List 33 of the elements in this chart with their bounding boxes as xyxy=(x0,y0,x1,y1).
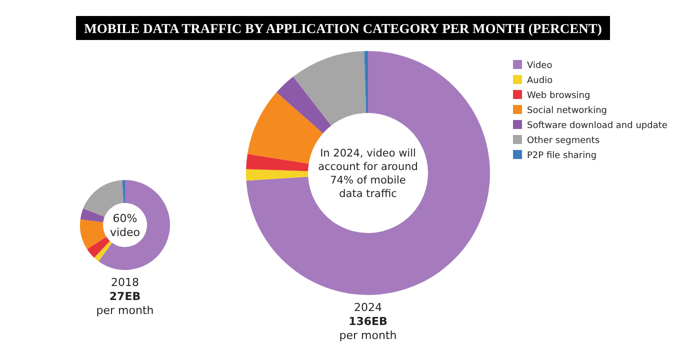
text: per month xyxy=(96,304,154,317)
legend-label: Web browsing xyxy=(527,91,590,101)
donut-slice xyxy=(248,92,323,164)
text: 27EB xyxy=(109,290,141,303)
text: data traffic xyxy=(339,188,398,200)
text: video xyxy=(110,226,140,239)
text: 74% of mobile xyxy=(330,174,406,186)
donut-slice xyxy=(122,180,125,204)
text: per month xyxy=(339,329,397,342)
text: 2024 xyxy=(354,301,382,314)
legend-label: Software download and update xyxy=(527,121,668,131)
text: MOBILE DATA TRAFFIC BY APPLICATION CATEGORY PER MONTH (PERCENT) xyxy=(84,21,602,36)
legend-label: P2P file sharing xyxy=(527,151,597,161)
donut-slice xyxy=(246,154,309,172)
legend-label: Social networking xyxy=(527,106,608,116)
legend-label: Other segments xyxy=(527,136,600,146)
donut-slice xyxy=(80,219,106,250)
text: 60% xyxy=(112,212,138,225)
text: account for around xyxy=(318,160,418,173)
donut-slice xyxy=(293,51,366,126)
donut-slice xyxy=(87,236,110,258)
donut-slice xyxy=(80,208,105,222)
donut-slice xyxy=(246,51,490,295)
legend-label: Audio xyxy=(527,76,554,86)
donut-slice xyxy=(276,76,332,134)
text: 136EB xyxy=(348,315,388,328)
donut-slice xyxy=(246,169,308,181)
donut-slice xyxy=(98,180,170,270)
donut-slice xyxy=(364,51,368,114)
legend-label: Video xyxy=(527,61,553,71)
donut-slice xyxy=(94,241,112,262)
text: 2018 xyxy=(111,276,139,289)
text: In 2024, video will xyxy=(320,147,416,160)
